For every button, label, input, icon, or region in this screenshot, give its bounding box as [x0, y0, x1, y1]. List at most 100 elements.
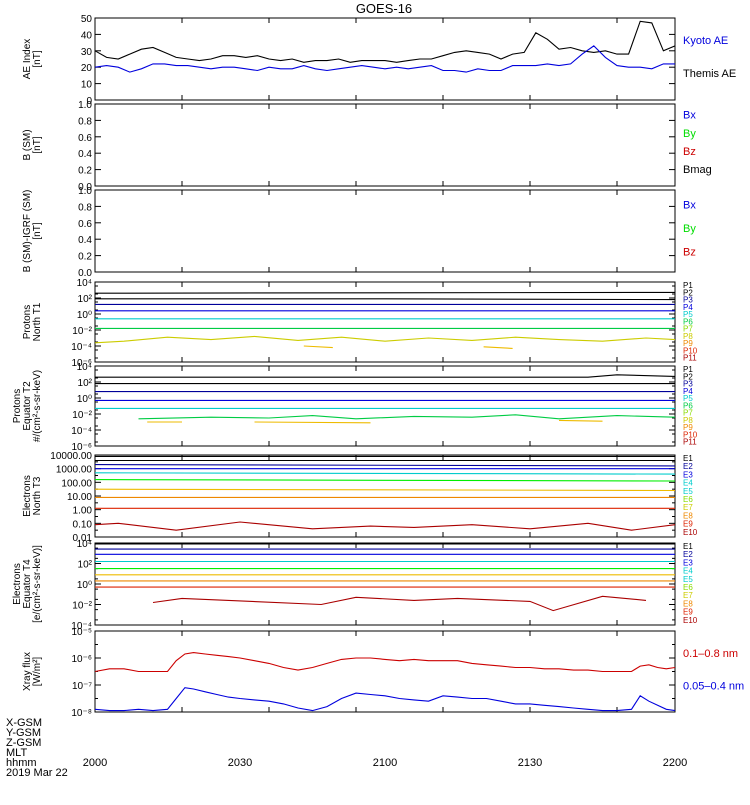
y-axis-title-line: [W/m²] [32, 657, 43, 687]
legend-entry: E4 [683, 479, 693, 488]
legend-entry: Bmag [683, 164, 712, 176]
panel-pet2: 10⁴ 10² 10⁰ 10⁻² 10⁻⁴ 10⁻⁶ ProtonsEquator T2#/… [12, 362, 698, 453]
y-tick-label: 1000.00 [56, 465, 93, 476]
y-axis-title-line: B (SM) [22, 129, 33, 160]
y-tick-label: 0.2 [78, 252, 92, 263]
y-axis-title: ElectronsNorth T3 [22, 475, 43, 517]
panel-frame [94, 189, 676, 273]
y-axis-title-line: North T3 [32, 476, 43, 515]
legend-entry: Bx [683, 200, 696, 212]
y-tick-label: 0.10 [73, 519, 93, 530]
y-tick-label: 0.6 [78, 133, 92, 144]
y-tick-label: 10⁻⁶ [71, 654, 92, 665]
y-axis-title-line: [e/(cm²-s-sr-keV)] [32, 545, 43, 623]
series-p2 [95, 298, 675, 301]
y-tick-label: 0.0 [78, 182, 92, 193]
series-e7 [95, 488, 675, 492]
legend-entry: P1 [683, 365, 693, 374]
y-axis-title-line: Equator T4 [22, 559, 33, 609]
series-e3 [95, 464, 675, 467]
series-e10 [95, 521, 675, 531]
legend-entry: P6 [683, 401, 693, 410]
x-tick-label: 2130 [518, 757, 542, 769]
y-tick-label: 10⁻⁷ [72, 681, 92, 692]
legend-entry: E1 [683, 454, 693, 463]
y-tick-label: 1.0 [78, 100, 92, 111]
y-axis-title-line: AE Index [22, 39, 33, 80]
panel-frame [94, 281, 676, 363]
legend-entry: E10 [683, 528, 698, 537]
footer: X-GSM Y-GSM Z-GSM MLT hhmm 2019 Mar 22 2… [6, 717, 687, 779]
y-tick-label: 10² [78, 560, 93, 571]
y-tick-label: 10⁻² [72, 326, 92, 337]
series-p9 [483, 346, 513, 349]
y-tick-label: 0 [86, 96, 92, 107]
legend-entry: P9 [683, 339, 693, 348]
y-tick-label: 10⁰ [77, 310, 92, 321]
series-e5 [95, 472, 675, 475]
legend-entry: P11 [683, 438, 697, 447]
y-axis-title: AE Index[nT] [22, 39, 43, 80]
x-tick-label: 2100 [373, 757, 397, 769]
y-axis-title: B (SM)-IGRF (SM)[nT] [22, 190, 43, 273]
legend-entry: E1 [683, 542, 693, 551]
y-axis-title: ProtonsNorth T1 [22, 302, 43, 341]
y-tick-label: 10000.00 [50, 451, 92, 462]
x-tick-label: 2030 [228, 757, 252, 769]
legend-entry: 0.05–0.4 nm [683, 680, 744, 692]
legend-entry: E3 [683, 558, 693, 567]
legend-entry: E8 [683, 599, 693, 608]
panel-eet4: 10⁴ 10² 10⁰ 10⁻² 10⁻⁴ ElectronsEquator T4[e/(… [12, 539, 698, 632]
legend-entry: P10 [683, 346, 698, 355]
panel-frame [94, 542, 676, 626]
legend-entry: E5 [683, 575, 693, 584]
legend-entry: E7 [683, 591, 693, 600]
y-tick-label: 1.00 [73, 506, 93, 517]
x-tick-label: 2200 [663, 757, 687, 769]
legend-entry: Kyoto AE [683, 35, 728, 47]
legend-entry: By [683, 223, 696, 235]
y-axis-title-line: #/(cm²-s-sr-keV) [32, 370, 43, 442]
y-tick-label: 1.0 [78, 186, 92, 197]
y-tick-label: 10.00 [67, 492, 92, 503]
y-axis-title: Xray flux[W/m²] [22, 652, 43, 691]
series-p8 [303, 345, 333, 349]
legend-entry: E6 [683, 495, 693, 504]
y-axis-title: ProtonsEquator T2#/(cm²-s-sr-keV) [12, 370, 43, 442]
footer-label-hhmm: hhmm [6, 757, 37, 769]
legend-entry: P1 [683, 281, 693, 290]
legend-entry: P5 [683, 310, 693, 319]
legend-entry: P10 [683, 430, 698, 439]
y-tick-label: 10⁻⁴ [71, 426, 92, 437]
footer-label-mlt: MLT [6, 747, 27, 759]
series-p6 [138, 414, 675, 420]
panel-frame [94, 630, 676, 713]
y-tick-label: 100.00 [61, 478, 92, 489]
y-tick-label: 10⁻⁶ [71, 442, 92, 453]
panel-frame [94, 103, 676, 187]
series-kyoto-ae [95, 45, 675, 73]
y-tick-label: 10⁻² [72, 410, 92, 421]
y-tick-label: 0.0 [78, 268, 92, 279]
legend-entry: P2 [683, 288, 693, 297]
series-e6 [95, 479, 675, 482]
y-tick-label: 0.4 [78, 235, 92, 246]
legend-entry: P6 [683, 317, 693, 326]
series-0-05-0-4-nm [95, 687, 675, 712]
legend-entry: Bx [683, 110, 696, 122]
legend-entry: P4 [683, 387, 693, 396]
y-axis-title-line: Electrons [12, 563, 23, 605]
y-tick-label: 0.2 [78, 166, 92, 177]
legend-entry: E10 [683, 616, 698, 625]
legend-entry: E5 [683, 487, 693, 496]
legend-entry: P7 [683, 325, 693, 334]
panel-pnt1: 10⁴ 10² 10⁰ 10⁻² 10⁻⁴ 10⁻⁶ ProtonsNorth T1 P1P2… [22, 278, 698, 369]
y-tick-label: 10⁻⁴ [71, 621, 92, 632]
y-tick-label: 40 [81, 30, 93, 41]
y-axis-title-line: [nT] [32, 136, 43, 153]
panel-ent3: 10000.00 1000.00 100.00 10.00 1.00 0.10 0.01 El… [22, 451, 698, 544]
y-tick-label: 50 [81, 14, 93, 25]
y-axis-title-line: North T1 [32, 302, 43, 341]
plot-title: GOES-16 [356, 1, 412, 16]
